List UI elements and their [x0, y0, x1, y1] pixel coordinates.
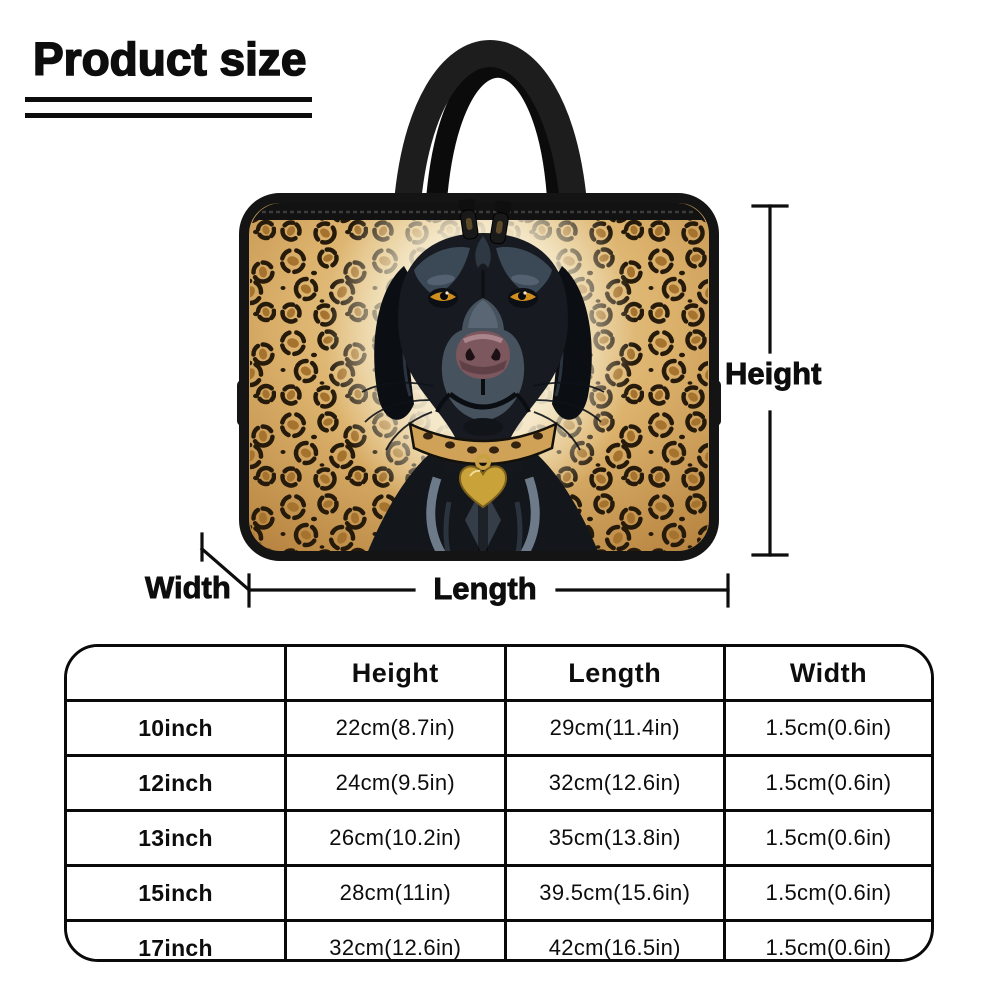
- size-label: 13inch: [67, 809, 288, 867]
- table-header-blank: [67, 647, 288, 702]
- width-value: 1.5cm(0.6in): [722, 919, 931, 959]
- size-label: 10inch: [67, 699, 288, 757]
- dog-nose: [456, 331, 510, 379]
- table-header-height: Height: [284, 647, 507, 702]
- table-header-length: Length: [503, 647, 726, 702]
- collar-ring: [475, 454, 491, 470]
- bag-body: [237, 193, 721, 561]
- table-header-width: Width: [722, 647, 931, 702]
- size-label: 17inch: [67, 919, 288, 959]
- length-value: 29cm(11.4in): [503, 699, 726, 757]
- table-row: 12inch 24cm(9.5in) 32cm(12.6in) 1.5cm(0.…: [67, 754, 931, 812]
- height-dimension-label: Height: [725, 356, 822, 391]
- height-value: 22cm(8.7in): [284, 699, 507, 757]
- page-title: Product size: [32, 33, 307, 85]
- width-value: 1.5cm(0.6in): [722, 699, 931, 757]
- side-tab-right: [710, 380, 721, 426]
- zipper-pull-icon: [458, 198, 512, 245]
- width-dimension-label: Width: [145, 570, 232, 605]
- table-row: 10inch 22cm(8.7in) 29cm(11.4in) 1.5cm(0.…: [67, 699, 931, 757]
- length-value: 35cm(13.8in): [503, 809, 726, 867]
- width-value: 1.5cm(0.6in): [722, 864, 931, 922]
- height-value: 32cm(12.6in): [284, 919, 507, 959]
- title-underline-2: [25, 113, 312, 118]
- length-value: 42cm(16.5in): [503, 919, 726, 959]
- table-row: 13inch 26cm(10.2in) 35cm(13.8in) 1.5cm(0…: [67, 809, 931, 867]
- dog-whiskers: [361, 381, 605, 451]
- title-underline: [25, 97, 312, 102]
- length-value: 32cm(12.6in): [503, 754, 726, 812]
- size-label: 15inch: [67, 864, 288, 922]
- dimension-line-height: [751, 204, 789, 557]
- size-label: 12inch: [67, 754, 288, 812]
- table-row: 15inch 28cm(11in) 39.5cm(15.6in) 1.5cm(0…: [67, 864, 931, 922]
- table-header-row: Height Length Width: [67, 647, 931, 702]
- width-value: 1.5cm(0.6in): [722, 809, 931, 867]
- dog-eyes: [428, 288, 538, 308]
- height-value: 24cm(9.5in): [284, 754, 507, 812]
- product-illustration: [199, 40, 789, 608]
- dimension-line-width: [199, 532, 251, 592]
- dog-illustration: [361, 233, 605, 551]
- bag-handle: [393, 40, 588, 210]
- table-row: 17inch 32cm(12.6in) 42cm(16.5in) 1.5cm(0…: [67, 919, 931, 959]
- dimension-line-length: [247, 573, 730, 608]
- length-value: 39.5cm(15.6in): [503, 864, 726, 922]
- dog-collar: [408, 421, 558, 509]
- length-dimension-label: Length: [433, 571, 537, 606]
- side-tab-left: [237, 380, 248, 426]
- height-value: 26cm(10.2in): [284, 809, 507, 867]
- heart-pendant-icon: [458, 465, 508, 509]
- width-value: 1.5cm(0.6in): [722, 754, 931, 812]
- size-table: Height Length Width 10inch 22cm(8.7in) 2…: [64, 644, 934, 962]
- height-value: 28cm(11in): [284, 864, 507, 922]
